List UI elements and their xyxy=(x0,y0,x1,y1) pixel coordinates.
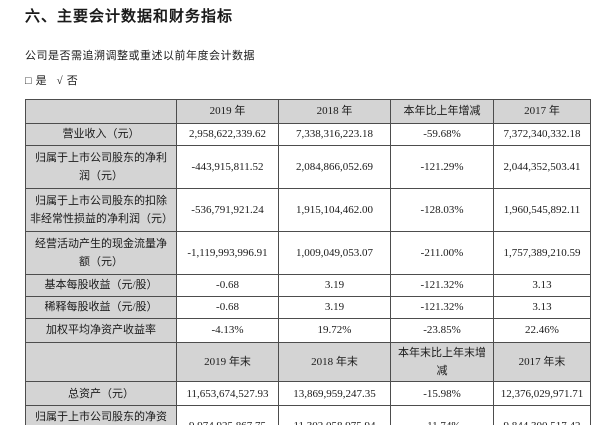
row-label: 归属于上市公司股东的净资产（元） xyxy=(25,405,177,425)
row-net-assets: 归属于上市公司股东的净资产（元） 9,974,925,867.75 11,302… xyxy=(25,405,591,425)
header-blank-cell xyxy=(25,341,177,383)
row-net-profit: 归属于上市公司股东的净利润（元） -443,915,811.52 2,084,8… xyxy=(25,145,591,189)
row-diluted-eps: 稀释每股收益（元/股） -0.68 3.19 -121.32% 3.13 xyxy=(25,296,591,319)
cell-change: -121.32% xyxy=(390,296,494,319)
header-2017-end: 2017 年末 xyxy=(493,341,591,383)
cell-2018: 2,084,866,052.69 xyxy=(278,145,391,189)
yearend-header-row: 2019 年末 2018 年末 本年末比上年末增减 2017 年末 xyxy=(25,341,591,383)
cell-2018: 19.72% xyxy=(278,318,391,343)
row-total-assets: 总资产（元） 11,653,674,527.93 13,869,959,247.… xyxy=(25,381,591,407)
checkbox-unchecked-icon: □ xyxy=(25,75,32,87)
header-2017: 2017 年 xyxy=(493,99,591,124)
cell-2019: -0.68 xyxy=(176,296,279,319)
cell-change: -11.74% xyxy=(390,405,494,425)
cell-2017: 2,044,352,503.41 xyxy=(493,145,591,189)
cell-2018: 13,869,959,247.35 xyxy=(278,381,391,407)
restatement-question: 公司是否需追溯调整或重述以前年度会计数据 xyxy=(25,50,255,62)
cell-change: -15.98% xyxy=(390,381,494,407)
row-label: 归属于上市公司股东的扣除非经常性损益的净利润（元） xyxy=(25,188,177,232)
option-yes-label: 是 xyxy=(35,75,47,87)
cell-2017: 3.13 xyxy=(493,296,591,319)
option-no-label: 否 xyxy=(66,75,78,87)
cell-2017: 1,960,545,892.11 xyxy=(493,188,591,232)
cell-2019: -536,791,921.24 xyxy=(176,188,279,232)
row-label: 基本每股收益（元/股） xyxy=(25,274,177,297)
header-yearend-change: 本年末比上年末增减 xyxy=(390,341,494,383)
row-label: 稀释每股收益（元/股） xyxy=(25,296,177,319)
row-operating-revenue: 营业收入（元） 2,958,622,339.62 7,338,316,223.1… xyxy=(25,123,591,146)
header-2018: 2018 年 xyxy=(278,99,391,124)
cell-2017: 9,844,300,517.42 xyxy=(493,405,591,425)
row-operating-cash-flow: 经营活动产生的现金流量净额（元） -1,119,993,996.91 1,009… xyxy=(25,231,591,275)
cell-2017: 3.13 xyxy=(493,274,591,297)
check-mark-icon: √ xyxy=(56,75,63,87)
row-label: 经营活动产生的现金流量净额（元） xyxy=(25,231,177,275)
section-title: 六、主要会计数据和财务指标 xyxy=(25,9,234,25)
cell-2017: 1,757,389,210.59 xyxy=(493,231,591,275)
cell-change: -128.03% xyxy=(390,188,494,232)
cell-2019: 2,958,622,339.62 xyxy=(176,123,279,146)
cell-2018: 1,915,104,462.00 xyxy=(278,188,391,232)
cell-2018: 11,302,058,975.94 xyxy=(278,405,391,425)
row-label: 总资产（元） xyxy=(25,381,177,407)
row-label: 归属于上市公司股东的净利润（元） xyxy=(25,145,177,189)
financial-indicators-table: 2019 年 2018 年 本年比上年增减 2017 年 营业收入（元） 2,9… xyxy=(25,99,591,425)
cell-2019: -4.13% xyxy=(176,318,279,343)
cell-change: -121.29% xyxy=(390,145,494,189)
cell-2019: -443,915,811.52 xyxy=(176,145,279,189)
restatement-options: □ 是 √ 否 xyxy=(25,72,590,88)
cell-2019: 11,653,674,527.93 xyxy=(176,381,279,407)
header-2019: 2019 年 xyxy=(176,99,279,124)
row-label: 营业收入（元） xyxy=(25,123,177,146)
cell-2017: 12,376,029,971.71 xyxy=(493,381,591,407)
header-2019-end: 2019 年末 xyxy=(176,341,279,383)
row-weighted-avg-roe: 加权平均净资产收益率 -4.13% 19.72% -23.85% 22.46% xyxy=(25,318,591,343)
cell-change: -59.68% xyxy=(390,123,494,146)
cell-change: -23.85% xyxy=(390,318,494,343)
cell-2018: 1,009,049,053.07 xyxy=(278,231,391,275)
cell-change: -211.00% xyxy=(390,231,494,275)
row-label: 加权平均净资产收益率 xyxy=(25,318,177,343)
row-basic-eps: 基本每股收益（元/股） -0.68 3.19 -121.32% 3.13 xyxy=(25,274,591,297)
cell-2019: -1,119,993,996.91 xyxy=(176,231,279,275)
cell-2018: 7,338,316,223.18 xyxy=(278,123,391,146)
header-2018-end: 2018 年末 xyxy=(278,341,391,383)
header-yoy-change: 本年比上年增减 xyxy=(390,99,494,124)
cell-2019: 9,974,925,867.75 xyxy=(176,405,279,425)
cell-2018: 3.19 xyxy=(278,296,391,319)
cell-change: -121.32% xyxy=(390,274,494,297)
cell-2019: -0.68 xyxy=(176,274,279,297)
cell-2017: 7,372,340,332.18 xyxy=(493,123,591,146)
cell-2018: 3.19 xyxy=(278,274,391,297)
row-net-profit-excl-nonrecurring: 归属于上市公司股东的扣除非经常性损益的净利润（元） -536,791,921.2… xyxy=(25,188,591,232)
cell-2017: 22.46% xyxy=(493,318,591,343)
header-blank-cell xyxy=(25,99,177,124)
annual-header-row: 2019 年 2018 年 本年比上年增减 2017 年 xyxy=(25,99,591,124)
